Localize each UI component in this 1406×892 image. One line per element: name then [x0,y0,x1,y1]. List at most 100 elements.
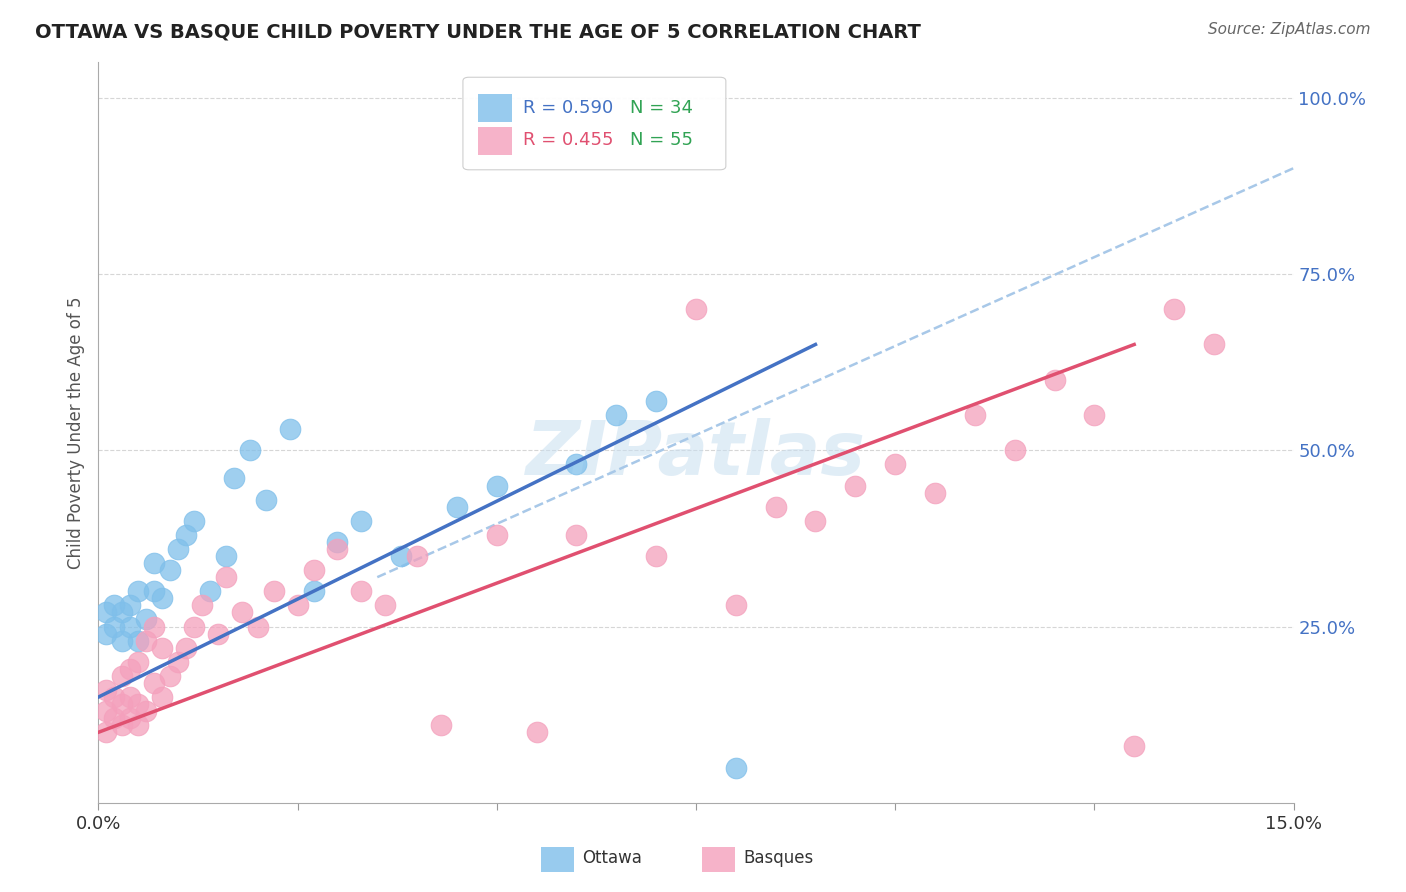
Point [446,500,468,514]
Point [120,662,142,676]
Point [804,514,827,528]
Text: R = 0.455: R = 0.455 [523,131,613,149]
Point [1123,739,1146,754]
Point [120,619,142,633]
Point [103,711,125,725]
Point [924,485,946,500]
Point [1004,443,1026,458]
Point [96,626,118,640]
Point [645,393,668,408]
Point [174,528,197,542]
Text: Basques: Basques [744,849,814,867]
Text: ZIPatlas: ZIPatlas [526,418,866,491]
Point [127,655,149,669]
Y-axis label: Child Poverty Under the Age of 5: Child Poverty Under the Age of 5 [66,296,84,569]
Text: Source: ZipAtlas.com: Source: ZipAtlas.com [1208,22,1371,37]
Point [724,760,747,774]
Point [485,478,508,492]
Point [1202,337,1225,351]
Point [263,584,285,599]
Point [103,619,125,633]
Point [430,718,453,732]
Point [198,584,221,599]
Point [215,549,238,563]
Point [111,718,134,732]
Point [111,669,134,683]
Point [111,606,134,620]
Point [111,697,134,711]
Point [287,599,309,613]
Point [127,633,149,648]
Point [374,599,396,613]
Point [1083,408,1105,422]
Point [884,458,907,472]
Point [174,640,197,655]
Point [406,549,429,563]
Bar [541,847,574,871]
Point [685,302,707,317]
Point [127,718,149,732]
Point [526,725,548,739]
Point [254,492,277,507]
Text: OTTAWA VS BASQUE CHILD POVERTY UNDER THE AGE OF 5 CORRELATION CHART: OTTAWA VS BASQUE CHILD POVERTY UNDER THE… [35,22,921,41]
Point [167,541,190,556]
Point [143,584,166,599]
Point [183,619,205,633]
Point [103,599,125,613]
Point [135,704,157,718]
Point [485,528,508,542]
Bar [478,127,512,155]
Point [96,725,118,739]
FancyBboxPatch shape [463,78,725,169]
Point [326,541,349,556]
Point [207,626,229,640]
Point [120,599,142,613]
Point [96,606,118,620]
Point [765,500,787,514]
Point [302,563,325,577]
Bar [702,847,735,871]
Point [127,697,149,711]
Point [239,443,262,458]
Point [1163,302,1185,317]
Point [143,619,166,633]
Point [191,599,214,613]
Point [159,563,181,577]
Point [1043,373,1066,387]
Point [135,612,157,626]
Text: Ottawa: Ottawa [582,849,643,867]
Point [963,408,986,422]
Text: N = 55: N = 55 [630,131,693,149]
Point [724,599,747,613]
Point [389,549,412,563]
Point [111,633,134,648]
Point [844,478,866,492]
Point [167,655,190,669]
Point [605,408,627,422]
Bar [478,94,512,121]
Point [96,704,118,718]
Point [159,669,181,683]
Point [231,606,253,620]
Point [120,711,142,725]
Point [143,556,166,570]
Text: R = 0.590: R = 0.590 [523,99,613,117]
Point [150,640,173,655]
Point [150,690,173,704]
Point [326,535,349,549]
Point [120,690,142,704]
Point [302,584,325,599]
Point [565,528,588,542]
Point [565,458,588,472]
Point [143,676,166,690]
Point [645,549,668,563]
Point [246,619,269,633]
Point [222,471,245,485]
Point [350,514,373,528]
Point [150,591,173,606]
Point [215,570,238,584]
Point [278,422,301,436]
Point [127,584,149,599]
Point [183,514,205,528]
Point [96,683,118,698]
